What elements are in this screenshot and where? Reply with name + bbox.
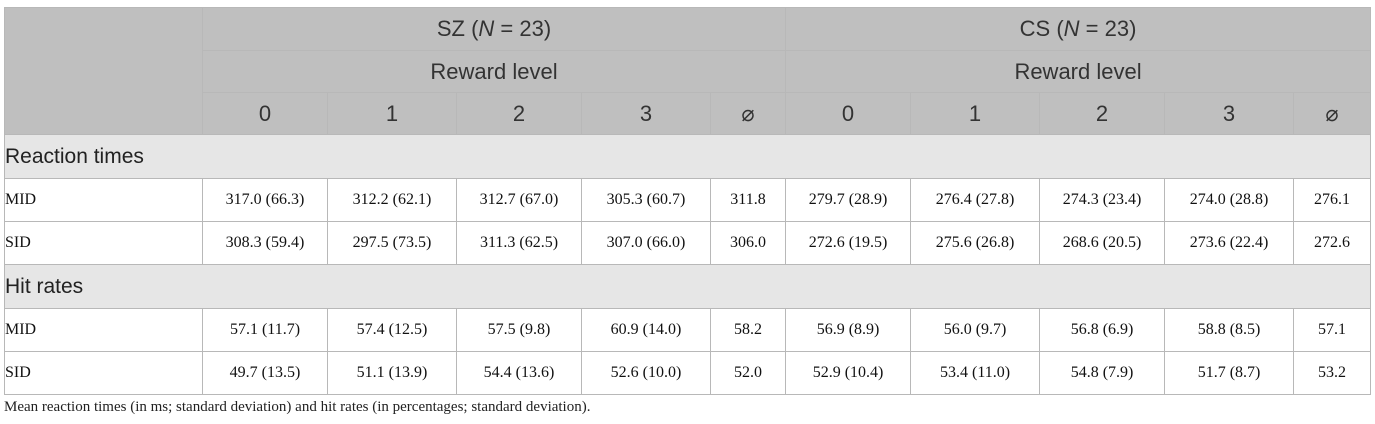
table-cell: 57.1 (11.7) bbox=[202, 308, 328, 352]
row-label: MID bbox=[4, 178, 203, 222]
table-cell: 273.6 (22.4) bbox=[1164, 221, 1295, 265]
table-cell: 297.5 (73.5) bbox=[327, 221, 457, 265]
group-header-sz: SZ (N = 23) bbox=[201, 7, 787, 51]
section-title: Reaction times bbox=[3, 134, 1372, 179]
table-cell: 51.1 (13.9) bbox=[327, 351, 457, 395]
group-header-cs: CS (N = 23) bbox=[785, 7, 1372, 51]
table-cell: 53.2 bbox=[1293, 351, 1372, 395]
row-label: SID bbox=[4, 351, 203, 395]
row-label: MID bbox=[4, 308, 203, 352]
level-header: 2 bbox=[1039, 92, 1166, 135]
table-cell: 272.6 (19.5) bbox=[785, 221, 912, 265]
level-header: 0 bbox=[202, 92, 328, 135]
table-cell: 272.6 bbox=[1293, 221, 1372, 265]
table-cell: 54.8 (7.9) bbox=[1039, 351, 1166, 395]
table-cell: 60.9 (14.0) bbox=[581, 308, 711, 352]
table-row: MID 317.0 (66.3) 312.2 (62.1) 312.7 (67.0) 3… bbox=[4, 178, 1372, 222]
table-caption: Mean reaction times (in ms; standard dev… bbox=[4, 399, 591, 415]
table-cell: 56.9 (8.9) bbox=[785, 308, 912, 352]
table-cell: 58.2 bbox=[709, 308, 787, 352]
table-cell: 54.4 (13.6) bbox=[456, 351, 582, 395]
level-header: 1 bbox=[910, 92, 1041, 135]
table-cell: 306.0 bbox=[709, 221, 787, 265]
table-cell: 57.1 bbox=[1293, 308, 1372, 352]
table-cell: 276.4 (27.8) bbox=[910, 178, 1041, 222]
table-row: SID 49.7 (13.5) 51.1 (13.9) 54.4 (13.6) 52.6… bbox=[4, 351, 1372, 395]
table-cell: 308.3 (59.4) bbox=[202, 221, 328, 265]
table-row: MID 57.1 (11.7) 57.4 (12.5) 57.5 (9.8) 60.9 … bbox=[4, 308, 1372, 352]
table-cell: 53.4 (11.0) bbox=[910, 351, 1041, 395]
level-header: 1 bbox=[327, 92, 457, 135]
table-body: Reaction times MID 317.0 (66.3) 312.2 (62.1… bbox=[3, 134, 1372, 395]
reward-level-header-sz: Reward level bbox=[201, 50, 787, 93]
table-cell: 56.8 (6.9) bbox=[1039, 308, 1166, 352]
level-header-mean: ⌀ bbox=[1293, 92, 1372, 135]
table-cell: 49.7 (13.5) bbox=[202, 351, 328, 395]
table-cell: 51.7 (8.7) bbox=[1164, 351, 1295, 395]
level-header: 2 bbox=[456, 92, 582, 135]
table-cell: 268.6 (20.5) bbox=[1039, 221, 1166, 265]
table-cell: 307.0 (66.0) bbox=[581, 221, 711, 265]
table-cell: 58.8 (8.5) bbox=[1164, 308, 1295, 352]
table-cell: 274.3 (23.4) bbox=[1039, 178, 1166, 222]
table-cell: 52.0 bbox=[709, 351, 787, 395]
row-label: SID bbox=[4, 221, 203, 265]
results-table: SZ (N = 23) CS (N = 23) Reward level Rew… bbox=[3, 7, 1372, 395]
section-row: Hit rates bbox=[3, 264, 1372, 309]
table-cell: 312.2 (62.1) bbox=[327, 178, 457, 222]
table-cell: 275.6 (26.8) bbox=[910, 221, 1041, 265]
table-cell: 56.0 (9.7) bbox=[910, 308, 1041, 352]
table-cell: 52.6 (10.0) bbox=[581, 351, 711, 395]
level-header: 3 bbox=[581, 92, 711, 135]
reward-level-header-cs: Reward level bbox=[785, 50, 1372, 93]
section-row: Reaction times bbox=[3, 134, 1372, 179]
table-row: SID 308.3 (59.4) 297.5 (73.5) 311.3 (62.5) 3… bbox=[4, 221, 1372, 265]
table-cell: 52.9 (10.4) bbox=[785, 351, 912, 395]
table-cell: 305.3 (60.7) bbox=[581, 178, 711, 222]
table-cell: 57.4 (12.5) bbox=[327, 308, 457, 352]
table-header: SZ (N = 23) CS (N = 23) Reward level Rew… bbox=[4, 7, 1372, 135]
table-cell: 279.7 (28.9) bbox=[785, 178, 912, 222]
level-header: 0 bbox=[785, 92, 912, 135]
level-header: 3 bbox=[1164, 92, 1295, 135]
section-title: Hit rates bbox=[3, 264, 1372, 309]
table-cell: 274.0 (28.8) bbox=[1164, 178, 1295, 222]
table-cell: 317.0 (66.3) bbox=[202, 178, 328, 222]
table-cell: 276.1 bbox=[1293, 178, 1372, 222]
table-cell: 312.7 (67.0) bbox=[456, 178, 582, 222]
header-corner bbox=[4, 7, 203, 135]
level-header-mean: ⌀ bbox=[709, 92, 787, 135]
table-cell: 57.5 (9.8) bbox=[456, 308, 582, 352]
table-cell: 311.3 (62.5) bbox=[456, 221, 582, 265]
table-cell: 311.8 bbox=[709, 178, 787, 222]
